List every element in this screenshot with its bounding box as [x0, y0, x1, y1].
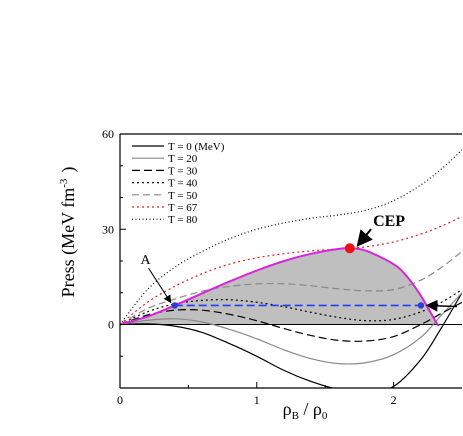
legend-label-1: T = 20	[168, 153, 198, 165]
legend-label-4: T = 50	[168, 190, 198, 202]
legend-label-2: T = 30	[168, 165, 198, 177]
x-tick-label-0: 0	[117, 393, 123, 407]
series-line-5	[120, 215, 462, 325]
legend-label-6: T = 80	[168, 214, 198, 226]
a-arrow	[148, 267, 172, 304]
coexistence-fill	[120, 248, 439, 327]
axes: 0 30 60 0 1 2	[102, 127, 462, 407]
series-line-2	[120, 301, 462, 342]
series-line-6	[120, 149, 462, 325]
legend: T = 0 (MeV)T = 20T = 30T = 40T = 50T = 6…	[132, 141, 225, 226]
coexistence-point-0	[171, 302, 178, 309]
series-line-0	[120, 292, 462, 388]
legend-label-0: T = 0 (MeV)	[168, 141, 225, 153]
x-axis-title: ρB / ρ0	[283, 399, 328, 422]
cep-point	[344, 243, 355, 254]
legend-label-5: T = 67	[168, 202, 198, 214]
cep-arrow	[356, 228, 373, 247]
series-line-4	[120, 251, 462, 326]
label-a: A	[141, 253, 152, 268]
series-line-1	[120, 292, 462, 365]
right-point-arrow	[425, 299, 457, 312]
y-axis-title: Press (MeV fm-3)	[58, 167, 79, 298]
cep-label: CEP	[373, 213, 405, 230]
legend-label-3: T = 40	[168, 178, 198, 190]
coexistence-point-1	[417, 302, 425, 309]
y-tick-label-0: 0	[108, 318, 114, 332]
coexistence-region	[120, 248, 439, 327]
x-tick-label-1: 1	[254, 393, 260, 407]
x-tick-label-2: 2	[391, 393, 397, 407]
chart-overlays	[120, 243, 440, 327]
y-tick-label-2: 60	[102, 127, 114, 141]
y-tick-label-1: 30	[102, 222, 114, 236]
coexistence-boundary	[120, 247, 440, 327]
